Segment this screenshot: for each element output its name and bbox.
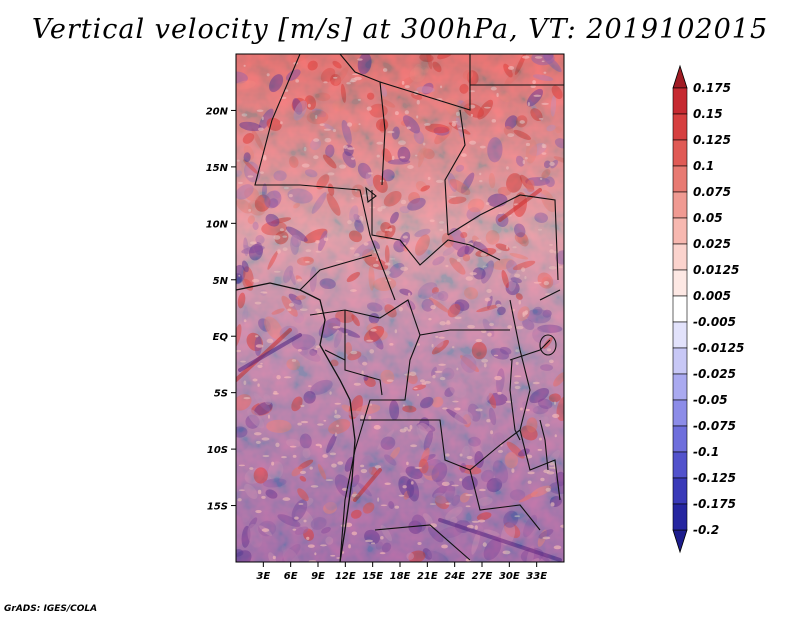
lake-victoria xyxy=(539,334,557,356)
colorbar-label: -0.0125 xyxy=(693,341,744,355)
colorbar-swatch xyxy=(672,87,688,115)
border-line xyxy=(509,299,531,431)
border-line xyxy=(339,334,421,562)
colorbar-bottom-arrow xyxy=(672,529,688,554)
border-line xyxy=(299,254,373,291)
border-line xyxy=(519,429,561,501)
colorbar-swatch xyxy=(672,503,688,531)
colorbar-swatch xyxy=(672,113,688,141)
lat-tick-label: EQ xyxy=(213,332,229,343)
colorbar-swatch xyxy=(672,347,688,375)
lake-tanganyika xyxy=(509,359,521,441)
colorbar-label: 0.025 xyxy=(693,237,731,251)
lat-tick-label: 10N xyxy=(206,219,229,230)
colorbar-swatch xyxy=(672,425,688,453)
lon-tick-label: 9E xyxy=(311,571,325,582)
border-line xyxy=(344,310,383,396)
colorbar-swatch xyxy=(672,243,688,271)
velocity-field xyxy=(236,54,564,562)
colorbar-label: 0.005 xyxy=(693,289,731,303)
border-line xyxy=(469,469,541,531)
colorbar-swatch xyxy=(672,139,688,167)
lon-tick-label: 27E xyxy=(472,571,493,582)
colorbar-swatch xyxy=(672,165,688,193)
colorbar-swatch xyxy=(672,217,688,245)
lon-tick-label: 24E xyxy=(444,571,465,582)
grads-credit: GrADS: IGES/COLA xyxy=(4,604,98,614)
lat-tick-label: 10S xyxy=(207,445,228,456)
colorbar-swatch xyxy=(672,477,688,505)
border-line xyxy=(509,339,551,361)
country-borders xyxy=(236,54,564,562)
colorbar-swatch xyxy=(672,321,688,349)
colorbar-swatch xyxy=(672,373,688,401)
lat-tick-label: 20N xyxy=(206,106,229,117)
lon-tick-label: 6E xyxy=(284,571,298,582)
lake-chad xyxy=(365,186,377,203)
lon-tick-label: 15E xyxy=(362,571,383,582)
longitude-axis: 3E 6E 9E 12E 15E 18E 21E 24E 27E 30E 33E xyxy=(256,562,547,582)
map-title: Vertical velocity [m/s] at 300hPa, VT: 2… xyxy=(31,14,769,45)
colorbar-label: 0.0125 xyxy=(693,263,739,277)
colorbar-label: 0.175 xyxy=(693,81,731,95)
lon-tick-label: 21E xyxy=(417,571,438,582)
lat-tick-label: 15S xyxy=(207,502,228,513)
lat-tick-label: 5S xyxy=(214,389,228,400)
lat-tick-label: 5N xyxy=(213,276,229,287)
latitude-axis: 20N 15N 10N 5N EQ 5S 10S 15S xyxy=(206,106,236,513)
border-line xyxy=(374,524,471,561)
lon-tick-label: 30E xyxy=(499,571,520,582)
colorbar-swatch xyxy=(672,295,688,323)
border-line xyxy=(324,349,346,361)
border-line xyxy=(539,289,561,301)
colorbar-label: -0.1 xyxy=(693,445,719,459)
border-line xyxy=(447,194,559,281)
colorbar-swatch xyxy=(672,191,688,219)
colorbar-label: -0.175 xyxy=(693,497,736,511)
coastline xyxy=(236,282,356,562)
border-line xyxy=(379,54,471,111)
colorbar-label: 0.075 xyxy=(693,185,731,199)
colorbar-label: -0.025 xyxy=(693,367,736,381)
colorbar-swatch xyxy=(672,269,688,297)
colorbar: 0.175 0.15 0.125 0.1 0.075 0.05 0.025 0.0125 0.0… xyxy=(672,64,744,554)
colorbar-label: 0.15 xyxy=(693,107,723,121)
colorbar-label: 0.125 xyxy=(693,133,731,147)
border-line xyxy=(371,190,501,266)
lon-tick-label: 18E xyxy=(390,571,411,582)
lon-tick-label: 12E xyxy=(335,571,356,582)
colorbar-top-arrow xyxy=(672,64,688,89)
colorbar-swatch xyxy=(672,451,688,479)
lat-tick-label: 15N xyxy=(206,163,229,174)
lon-tick-label: 3E xyxy=(256,571,270,582)
lake-malawi xyxy=(539,419,549,471)
colorbar-label: -0.005 xyxy=(693,315,736,329)
lon-tick-label: 33E xyxy=(526,571,547,582)
colorbar-label: -0.05 xyxy=(693,393,728,407)
colorbar-label: 0.05 xyxy=(693,211,723,225)
border-line xyxy=(444,109,466,236)
colorbar-label: -0.2 xyxy=(693,523,719,537)
colorbar-label: -0.125 xyxy=(693,471,736,485)
colorbar-label: 0.1 xyxy=(693,159,714,173)
colorbar-label: -0.075 xyxy=(693,419,736,433)
colorbar-swatch xyxy=(672,399,688,427)
border-line xyxy=(360,419,521,471)
border-line xyxy=(254,54,396,301)
